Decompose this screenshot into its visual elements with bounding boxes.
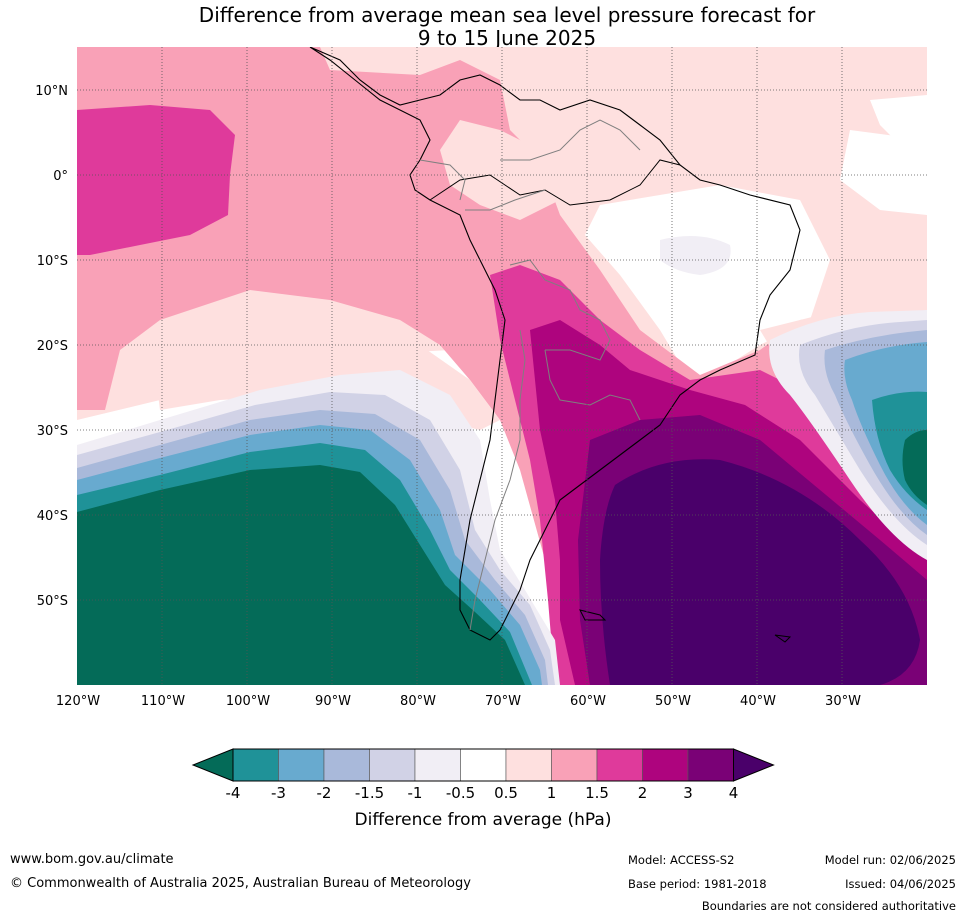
lon-label: 50°W bbox=[655, 694, 691, 709]
footer-issued: Issued: 04/06/2025 bbox=[845, 877, 956, 891]
country-borders bbox=[419, 119, 641, 631]
lat-label: 40°S bbox=[37, 509, 68, 524]
lon-label: 60°W bbox=[570, 694, 606, 709]
lon-label: 110°W bbox=[141, 694, 185, 709]
colorbar-bin bbox=[596, 748, 643, 782]
footer-model: Model: ACCESS-S2 bbox=[628, 853, 735, 867]
colorbar-bin bbox=[369, 748, 416, 782]
lat-label: 10°S bbox=[37, 254, 68, 269]
title-line-1: Difference from average mean sea level p… bbox=[198, 3, 816, 27]
latitude-labels: 10°N 0° 10°S 20°S 30°S 40°S 50°S bbox=[35, 84, 68, 609]
lat-label: 10°N bbox=[35, 84, 68, 99]
lon-label: 30°W bbox=[825, 694, 861, 709]
graticule bbox=[77, 47, 927, 685]
colorbar-bin bbox=[278, 748, 325, 782]
lon-label: 100°W bbox=[226, 694, 270, 709]
colorbar-outline bbox=[232, 748, 734, 782]
colorbar-tick-label: -2 bbox=[317, 784, 332, 802]
colorbar-tick-label: 4 bbox=[729, 784, 739, 802]
colorbar-title: Difference from average (hPa) bbox=[355, 810, 612, 830]
colorbar-tick-label: -1.5 bbox=[355, 784, 384, 802]
coastlines bbox=[309, 47, 801, 643]
footer-base-period: Base period: 1981-2018 bbox=[628, 877, 767, 891]
lat-label: 30°S bbox=[37, 424, 68, 439]
title-line-2: 9 to 15 June 2025 bbox=[417, 26, 597, 50]
longitude-labels: 120°W 110°W 100°W 90°W 80°W 70°W 60°W 50°W 40°W 3… bbox=[56, 694, 861, 709]
colorbar-tick-label: -1 bbox=[408, 784, 423, 802]
colorbar-extend-low bbox=[191, 748, 234, 782]
colorbar-tick-label: 0.5 bbox=[494, 784, 518, 802]
colorbar-tick-label: -0.5 bbox=[446, 784, 475, 802]
colorbar-bin bbox=[232, 748, 279, 782]
colorbar-bin bbox=[505, 748, 552, 782]
colorbar-tick-label: -4 bbox=[226, 784, 241, 802]
footer-url: www.bom.gov.au/climate bbox=[10, 852, 174, 867]
footer-model-run: Model run: 02/06/2025 bbox=[824, 853, 956, 867]
colorbar-extend-high bbox=[733, 748, 775, 782]
colorbar-bin bbox=[642, 748, 689, 782]
footer-copyright: © Commonwealth of Australia 2025, Austra… bbox=[10, 876, 471, 891]
lon-label: 120°W bbox=[56, 694, 100, 709]
colorbar-bin bbox=[551, 748, 598, 782]
map-title: Difference from average mean sea level p… bbox=[0, 4, 965, 50]
lat-label: 50°S bbox=[37, 594, 68, 609]
colorbar-tick-label: 1 bbox=[547, 784, 557, 802]
lon-label: 40°W bbox=[740, 694, 776, 709]
colorbar-tick-label: 3 bbox=[683, 784, 693, 802]
colorbar-tick-label: 1.5 bbox=[585, 784, 609, 802]
lat-label: 0° bbox=[53, 169, 68, 184]
map-figure: 120°W 110°W 100°W 90°W 80°W 70°W 60°W 50°W 40°W 3… bbox=[35, 47, 927, 830]
colorbar-bin bbox=[323, 748, 370, 782]
lon-label: 80°W bbox=[400, 694, 436, 709]
colorbar-bin bbox=[687, 748, 734, 782]
colorbar: -4 -3 -2 -1.5 -1 -0.5 0.5 1 1.5 2 3 4 Difference fro… bbox=[191, 748, 775, 830]
lat-label: 20°S bbox=[37, 339, 68, 354]
colorbar-tick-label: 2 bbox=[638, 784, 648, 802]
colorbar-tick-label: -3 bbox=[271, 784, 286, 802]
footer-disclaimer: Boundaries are not considered authoritat… bbox=[701, 899, 956, 913]
colorbar-bin bbox=[414, 748, 461, 782]
lon-label: 90°W bbox=[315, 694, 351, 709]
lon-label: 70°W bbox=[485, 694, 521, 709]
colorbar-bin bbox=[460, 748, 507, 782]
